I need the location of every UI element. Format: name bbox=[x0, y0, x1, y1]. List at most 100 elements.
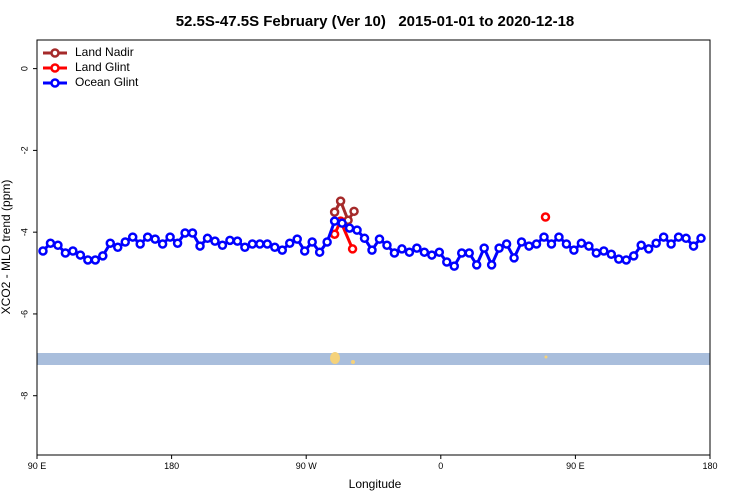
data-point bbox=[643, 244, 654, 254]
legend-marker bbox=[50, 63, 60, 73]
data-point bbox=[240, 242, 250, 253]
data-point bbox=[60, 248, 71, 258]
x-tick-label: 90 W bbox=[296, 461, 318, 471]
data-point bbox=[554, 232, 564, 242]
data-point bbox=[614, 254, 624, 264]
data-point bbox=[524, 241, 534, 251]
data-point bbox=[471, 260, 482, 270]
data-point bbox=[606, 249, 617, 259]
data-point bbox=[322, 237, 332, 247]
data-point bbox=[540, 212, 551, 222]
data-point bbox=[374, 234, 385, 244]
data-point bbox=[494, 243, 504, 253]
data-point bbox=[307, 237, 317, 247]
data-point bbox=[187, 228, 198, 238]
data-point bbox=[576, 238, 587, 248]
data-point bbox=[412, 243, 422, 253]
data-point bbox=[464, 248, 474, 258]
data-point bbox=[329, 216, 340, 226]
y-tick-label: -4 bbox=[19, 228, 29, 236]
data-point bbox=[397, 244, 407, 254]
data-point bbox=[299, 246, 310, 256]
data-point bbox=[696, 233, 706, 244]
data-point bbox=[539, 232, 549, 242]
data-point bbox=[404, 247, 415, 257]
data-point bbox=[636, 240, 646, 251]
data-point bbox=[531, 239, 542, 249]
data-point bbox=[165, 232, 175, 242]
data-point bbox=[202, 233, 213, 244]
legend-marker bbox=[50, 78, 60, 88]
legend-label: Land Glint bbox=[75, 60, 130, 74]
legend-label: Land Nadir bbox=[75, 45, 134, 59]
data-point bbox=[546, 239, 557, 249]
data-point bbox=[329, 207, 340, 217]
data-point bbox=[68, 246, 78, 256]
data-point bbox=[673, 232, 684, 242]
data-point bbox=[98, 251, 108, 261]
series-line bbox=[335, 217, 546, 249]
data-point bbox=[337, 218, 347, 228]
data-point bbox=[456, 248, 467, 258]
chart-title: 52.5S-47.5S February (Ver 10) 2015-01-01… bbox=[176, 13, 575, 30]
data-point bbox=[651, 238, 661, 248]
data-point bbox=[127, 232, 138, 242]
x-tick-label: 180 bbox=[702, 461, 717, 471]
series-line bbox=[333, 197, 356, 224]
data-point bbox=[217, 240, 228, 251]
data-point bbox=[382, 240, 392, 251]
data-point bbox=[419, 247, 430, 257]
x-tick-label: 90 E bbox=[566, 461, 585, 471]
data-point bbox=[83, 255, 93, 265]
data-point bbox=[449, 261, 460, 271]
data-point bbox=[75, 250, 86, 260]
x-axis-label: Longitude bbox=[349, 477, 402, 491]
data-point bbox=[621, 255, 631, 265]
data-point bbox=[314, 247, 325, 257]
data-point bbox=[349, 206, 359, 217]
data-point bbox=[569, 245, 579, 255]
plot-frame bbox=[36, 39, 711, 456]
data-point bbox=[142, 232, 153, 242]
data-point bbox=[479, 243, 489, 253]
x-tick-label: 0 bbox=[438, 461, 443, 471]
data-point bbox=[509, 253, 519, 263]
data-point bbox=[347, 244, 358, 254]
data-point bbox=[157, 239, 168, 249]
data-point bbox=[105, 238, 116, 248]
data-point bbox=[292, 234, 302, 244]
data-point bbox=[434, 247, 445, 257]
data-point bbox=[561, 239, 572, 249]
data-point bbox=[270, 242, 280, 253]
data-point bbox=[255, 239, 265, 249]
y-tick-label: 0 bbox=[19, 66, 29, 71]
data-point bbox=[277, 245, 288, 255]
data-point bbox=[335, 196, 346, 206]
data-point bbox=[666, 239, 676, 249]
data-point bbox=[172, 238, 183, 248]
data-point bbox=[262, 239, 273, 249]
surface-strip bbox=[37, 352, 710, 365]
y-tick-label: -6 bbox=[19, 310, 29, 318]
data-point bbox=[344, 223, 355, 233]
data-point bbox=[599, 246, 609, 256]
data-point bbox=[628, 251, 639, 261]
data-point bbox=[591, 248, 602, 258]
x-tick-label: 90 E bbox=[28, 461, 47, 471]
data-point bbox=[247, 239, 258, 249]
y-tick-label: -2 bbox=[19, 146, 29, 154]
data-point bbox=[486, 260, 497, 270]
data-point bbox=[688, 241, 699, 251]
data-point bbox=[150, 234, 160, 244]
data-point bbox=[681, 233, 691, 244]
data-point bbox=[53, 240, 63, 251]
data-point bbox=[45, 238, 56, 248]
data-point bbox=[135, 239, 145, 249]
data-point bbox=[352, 225, 362, 235]
data-point bbox=[225, 235, 235, 246]
data-point bbox=[180, 228, 190, 238]
data-point bbox=[367, 245, 377, 255]
x-tick-label: 180 bbox=[164, 461, 179, 471]
data-point bbox=[210, 236, 220, 246]
data-point bbox=[389, 248, 400, 258]
